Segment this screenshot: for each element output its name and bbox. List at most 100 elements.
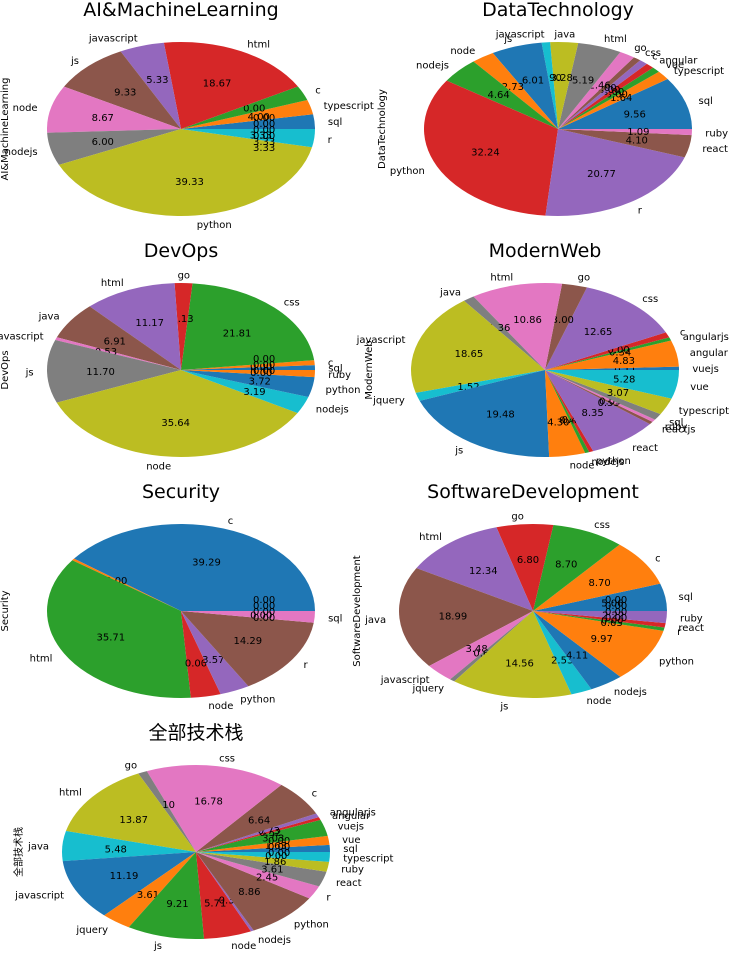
pie-slice-html	[163, 41, 298, 129]
pie-chart-4: Security Security c 39.29 0.00 html 35.71 node 0…	[0, 481, 342, 712]
pie-slice-angular	[545, 340, 679, 370]
slice-value-label: 1.64	[610, 93, 632, 104]
pie-slice-python	[423, 80, 558, 216]
pie-slice-r	[181, 611, 314, 687]
slice-value-label: 0.00	[250, 611, 272, 622]
slice-label: sql	[343, 844, 357, 855]
pie-slice-r	[533, 611, 665, 631]
slice-label: ruby	[705, 128, 728, 139]
slice-label: c	[655, 553, 661, 564]
slice-label: jquery	[75, 925, 108, 936]
slice-label: node	[450, 46, 475, 57]
slice-label: java	[553, 29, 575, 40]
slice-value-label: 1.10	[153, 800, 175, 811]
slice-label: sql	[328, 117, 342, 128]
slice-value-label: 0.00	[185, 658, 207, 669]
slice-label: css	[219, 754, 235, 765]
slice-value-label-extra: 0.00	[253, 119, 275, 130]
pie-slice-node	[196, 852, 251, 939]
pie-slice-css	[533, 525, 620, 611]
chart-ylabel: SoftwareDevelopment	[352, 555, 363, 666]
slice-label: python	[197, 220, 232, 231]
slice-label: angular	[332, 811, 371, 822]
slice-label: nodejs	[614, 687, 647, 698]
slice-value-label: 5.33	[146, 75, 168, 86]
slice-value-label: 5.71	[204, 899, 226, 910]
slice-label: c	[315, 86, 321, 97]
pie-slice-vue	[196, 835, 330, 852]
pie-chart-0: AI&MachineLearning AI&MachineLearning sql t…	[0, 0, 374, 231]
pie-slice-js	[63, 51, 181, 130]
slice-label: js	[503, 34, 512, 45]
slice-label: python	[240, 695, 275, 706]
pie-slice-c	[181, 86, 308, 129]
slice-value-label: 4.11	[566, 651, 588, 662]
slice-value-label: 21.81	[223, 329, 252, 340]
pie-slice-typescript	[181, 99, 314, 129]
slice-label: r	[677, 627, 682, 638]
pie-slice-node	[545, 370, 586, 457]
slice-label: typescript	[674, 66, 724, 77]
slice-value-label: 3.61	[137, 890, 159, 901]
slice-value-label: 18.99	[439, 611, 468, 622]
slice-value-label: 4.10	[626, 135, 648, 146]
slice-value-label: 8.67	[92, 113, 114, 124]
pie-slice-nodejs	[533, 611, 621, 690]
slice-value-label: 20.77	[587, 169, 616, 180]
slice-value-label-extra: 0.00	[253, 131, 275, 142]
slice-label: vuejs	[692, 364, 718, 375]
slice-label: node	[570, 460, 595, 471]
pie-slice-java	[56, 306, 182, 370]
slice-label: html	[247, 40, 270, 51]
chart-ylabel: DevOps	[0, 350, 11, 389]
slice-label: jquery	[411, 683, 444, 694]
pie-slice-ruby	[181, 370, 315, 378]
slice-value-label: 4.00	[248, 112, 270, 123]
pie-slice-vue	[545, 370, 679, 399]
slice-label: vuejs	[338, 821, 364, 832]
slice-value-label: 1.86	[264, 857, 286, 868]
slice-label: python	[596, 456, 631, 467]
pie-slice-nodejs	[446, 61, 558, 129]
pie-slice-sql	[181, 611, 315, 623]
pie-slice-c	[558, 60, 647, 129]
chart-ylabel: Security	[0, 590, 11, 631]
pie-slice-go	[174, 282, 193, 370]
slice-label: ruby	[341, 864, 364, 875]
slice-label: c	[228, 516, 234, 527]
slice-value-label: 39.29	[192, 558, 221, 569]
chart-title: SoftwareDevelopment	[427, 481, 639, 503]
slice-label: html	[101, 278, 124, 289]
slice-value-label: 0.00	[606, 89, 628, 100]
slice-value-label: 39.33	[175, 177, 204, 188]
pie-slice-react	[196, 852, 327, 887]
pie-slice-ruby	[558, 129, 692, 136]
slice-label: nodejs	[591, 457, 624, 468]
pie-slice-go	[558, 52, 634, 129]
slice-value-label: 0.00	[607, 345, 629, 356]
slice-label: vue	[666, 60, 684, 71]
slice-value-label: 13.87	[119, 815, 148, 826]
slice-label: angularjs	[683, 332, 729, 343]
chart-title: 全部技术栈	[148, 722, 243, 744]
slice-label: go	[578, 273, 590, 284]
slice-label: c	[312, 789, 318, 800]
pie-slice-javascript	[429, 611, 533, 680]
slice-value-label-extra: 0.00	[253, 613, 275, 624]
slice-value-label-extra: 0.00	[268, 842, 290, 853]
pie-slice-angularjs	[545, 337, 672, 370]
slice-label: java	[38, 312, 60, 323]
slice-label: r	[304, 660, 309, 671]
pie-slice-r	[196, 852, 320, 899]
slice-label: typescript	[679, 406, 729, 417]
pie-slice-html	[473, 283, 563, 370]
slice-value-label-extra: 0.00	[253, 113, 275, 124]
pie-slice-jquery	[450, 611, 533, 682]
slice-value-label-extra: 0.00	[605, 601, 627, 612]
pie-chart-5: SoftwareDevelopment SoftwareDevelopment sq…	[352, 481, 704, 712]
slice-value-label: 8.35	[581, 408, 603, 419]
slice-label: css	[645, 48, 661, 59]
slice-label: c	[652, 51, 658, 62]
